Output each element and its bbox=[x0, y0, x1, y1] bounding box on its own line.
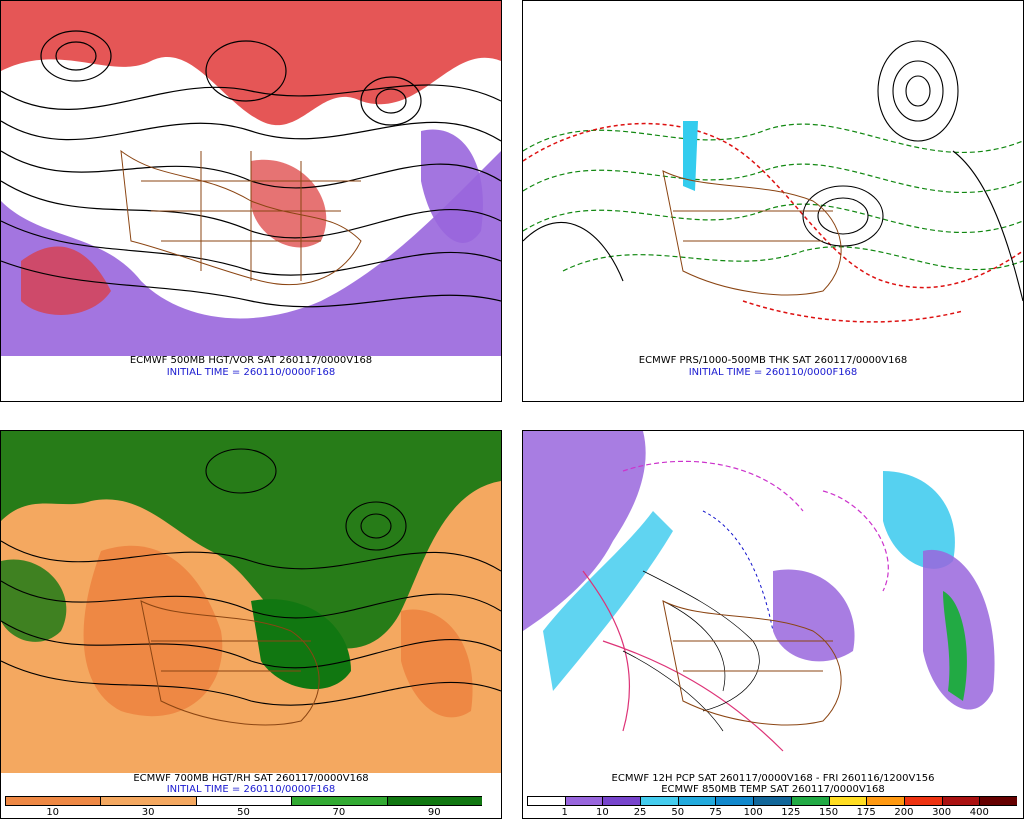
colorbar-label: 100 bbox=[743, 807, 763, 818]
colorbar-swatch bbox=[979, 796, 1017, 806]
map-precipitation-850mb-temp bbox=[523, 431, 1023, 773]
colorbar-label: 400 bbox=[969, 807, 989, 818]
colorbar-swatch bbox=[386, 796, 482, 806]
colorbar-swatch bbox=[715, 796, 754, 806]
colorbar-swatch bbox=[677, 796, 716, 806]
colorbar-swatch bbox=[866, 796, 904, 806]
colorbar-label: 90 bbox=[427, 807, 441, 818]
panel-caption-line2: INITIAL TIME = 260110/0000F168 bbox=[688, 367, 858, 378]
colorbar-label: 175 bbox=[856, 807, 876, 818]
colorbar-label: 50 bbox=[671, 807, 685, 818]
colorbar-swatch bbox=[828, 796, 867, 806]
panel-caption-line1: ECMWF 500MB HGT/VOR SAT 260117/0000V168 bbox=[129, 355, 373, 366]
colorbar-swatch bbox=[753, 796, 791, 806]
colorbar-label: 25 bbox=[633, 807, 647, 818]
panel-caption-line2: ECMWF 850MB TEMP SAT 260117/0000V168 bbox=[661, 784, 885, 795]
colorbar-label: 30 bbox=[141, 807, 155, 818]
colorbar-label: 200 bbox=[894, 807, 914, 818]
panel-prs-thickness: ECMWF PRS/1000-500MB THK SAT 260117/0000… bbox=[522, 0, 1024, 402]
panel-700mb-hgt-rh: ECMWF 700MB HGT/RH SAT 260117/0000V168 I… bbox=[0, 430, 502, 819]
colorbar-label: 10 bbox=[596, 807, 609, 818]
panel-caption-line1: ECMWF 12H PCP SAT 260117/0000V168 - FRI … bbox=[611, 773, 935, 784]
colorbar-swatch bbox=[5, 796, 101, 806]
map-700mb-humidity bbox=[1, 431, 501, 773]
colorbar-swatch bbox=[941, 796, 980, 806]
colorbar-swatch bbox=[527, 796, 565, 806]
colorbar-swatch bbox=[291, 796, 387, 806]
panel-12h-pcp-850mb-temp: ECMWF 12H PCP SAT 260117/0000V168 - FRI … bbox=[522, 430, 1024, 819]
panel-caption-line2: INITIAL TIME = 260110/0000F168 bbox=[166, 784, 336, 795]
colorbar-label: 150 bbox=[818, 807, 839, 818]
panel-caption-line1: ECMWF 700MB HGT/RH SAT 260117/0000V168 bbox=[133, 773, 369, 784]
colorbar-label: 50 bbox=[237, 807, 250, 818]
colorbar-label: 70 bbox=[332, 807, 346, 818]
colorbar-label: 75 bbox=[709, 807, 722, 818]
colorbar-swatch bbox=[790, 796, 829, 806]
panel-500mb-hgt-vor: ECMWF 500MB HGT/VOR SAT 260117/0000V168 … bbox=[0, 0, 502, 402]
colorbar-swatch bbox=[602, 796, 641, 806]
rh-colorbar: 10 30 50 70 90 bbox=[5, 796, 482, 818]
colorbar-swatch bbox=[564, 796, 603, 806]
colorbar-label: 300 bbox=[932, 807, 952, 818]
colorbar-label: 125 bbox=[781, 807, 801, 818]
colorbar-swatch bbox=[100, 796, 196, 806]
panel-caption-line1: ECMWF PRS/1000-500MB THK SAT 260117/0000… bbox=[638, 355, 908, 366]
colorbar-swatch bbox=[640, 796, 678, 806]
colorbar-swatch bbox=[195, 796, 292, 806]
colorbar-swatch bbox=[903, 796, 942, 806]
panel-caption-line2: INITIAL TIME = 260110/0000F168 bbox=[166, 367, 336, 378]
map-pressure-thickness bbox=[523, 1, 1023, 356]
colorbar-label: 1 bbox=[561, 807, 568, 818]
map-500mb-vorticity bbox=[1, 1, 501, 356]
precip-colorbar: 1 10 25 50 75 100 125 150 175 200 300 400 bbox=[527, 796, 1017, 818]
colorbar-label: 10 bbox=[46, 807, 60, 818]
